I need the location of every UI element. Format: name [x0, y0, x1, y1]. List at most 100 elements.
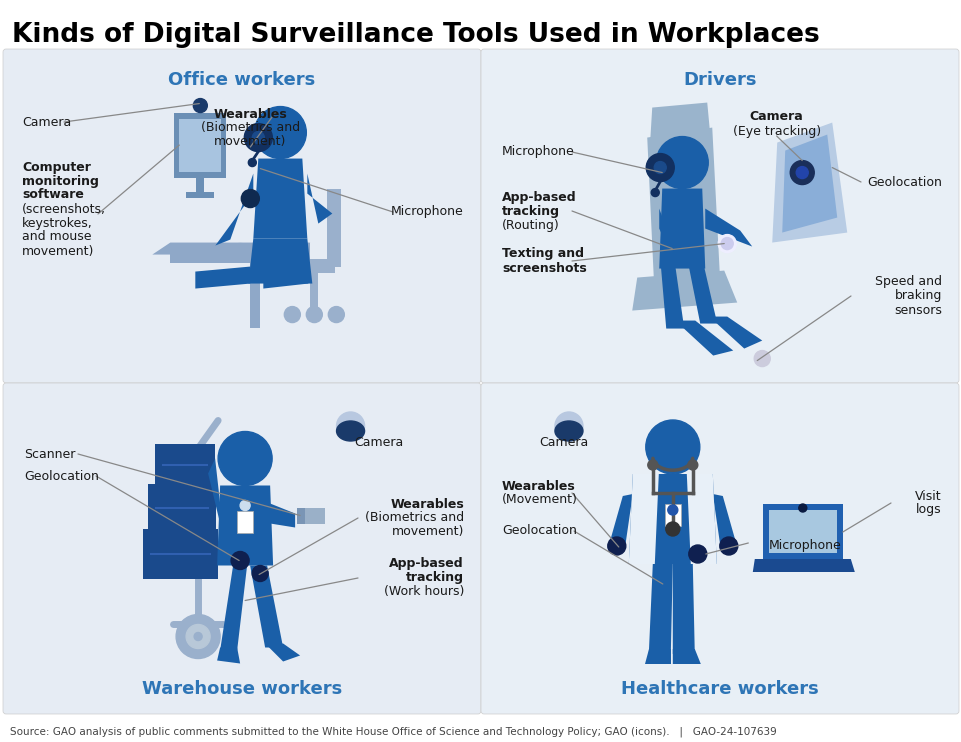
- Bar: [170, 243, 310, 263]
- Circle shape: [252, 565, 268, 582]
- Circle shape: [789, 160, 813, 185]
- Text: keystrokes,: keystrokes,: [22, 217, 92, 229]
- Text: Visit: Visit: [915, 490, 941, 502]
- Bar: [250, 263, 260, 327]
- Polygon shape: [250, 565, 283, 648]
- Text: (Routing): (Routing): [502, 218, 559, 232]
- Circle shape: [651, 188, 658, 197]
- Circle shape: [655, 137, 707, 188]
- FancyBboxPatch shape: [3, 49, 480, 383]
- Bar: [310, 272, 318, 308]
- Polygon shape: [263, 266, 308, 289]
- Polygon shape: [148, 484, 216, 531]
- Text: Camera: Camera: [22, 116, 71, 128]
- Polygon shape: [607, 494, 632, 549]
- Circle shape: [231, 551, 249, 570]
- Circle shape: [653, 162, 666, 174]
- Polygon shape: [628, 474, 716, 564]
- Polygon shape: [708, 317, 761, 349]
- Text: Speed and: Speed and: [875, 275, 941, 289]
- Circle shape: [240, 501, 250, 510]
- Polygon shape: [686, 258, 717, 324]
- Circle shape: [254, 107, 306, 159]
- Circle shape: [665, 522, 679, 536]
- Text: (Movement): (Movement): [502, 493, 578, 507]
- Text: logs: logs: [916, 504, 941, 516]
- FancyBboxPatch shape: [3, 383, 480, 714]
- Polygon shape: [712, 494, 737, 549]
- Bar: [664, 504, 680, 526]
- Circle shape: [687, 460, 697, 470]
- Polygon shape: [675, 321, 732, 355]
- Polygon shape: [648, 564, 672, 654]
- Circle shape: [753, 350, 770, 367]
- Text: and mouse: and mouse: [22, 231, 91, 243]
- Polygon shape: [659, 258, 683, 329]
- Text: Geolocation: Geolocation: [866, 176, 941, 188]
- Bar: [186, 191, 214, 197]
- Polygon shape: [628, 474, 658, 564]
- Circle shape: [667, 505, 678, 515]
- Text: tracking: tracking: [406, 571, 463, 585]
- Polygon shape: [253, 159, 307, 239]
- Polygon shape: [631, 271, 736, 311]
- Polygon shape: [248, 239, 312, 283]
- Text: movement): movement): [391, 525, 463, 539]
- Circle shape: [645, 420, 699, 474]
- Text: tracking: tracking: [502, 205, 559, 217]
- Text: App-based: App-based: [502, 191, 576, 203]
- Bar: [327, 188, 341, 266]
- Polygon shape: [644, 649, 670, 664]
- Circle shape: [328, 306, 344, 323]
- Polygon shape: [704, 209, 752, 246]
- Text: (Biometrics and: (Biometrics and: [364, 511, 463, 525]
- Polygon shape: [650, 102, 709, 140]
- Text: Microphone: Microphone: [768, 539, 841, 553]
- Circle shape: [241, 189, 259, 208]
- Text: monitoring: monitoring: [22, 174, 99, 188]
- Polygon shape: [672, 564, 694, 654]
- Circle shape: [284, 306, 300, 323]
- Polygon shape: [270, 504, 295, 528]
- Ellipse shape: [336, 421, 364, 441]
- Circle shape: [306, 306, 322, 323]
- Text: braking: braking: [894, 289, 941, 303]
- Bar: [196, 177, 204, 194]
- Text: (Work hours): (Work hours): [383, 585, 463, 599]
- FancyBboxPatch shape: [480, 383, 958, 714]
- Circle shape: [718, 234, 735, 252]
- Polygon shape: [195, 266, 250, 289]
- Text: sensors: sensors: [893, 303, 941, 317]
- Text: screenshots: screenshots: [502, 261, 586, 275]
- Bar: [275, 258, 335, 272]
- Polygon shape: [143, 528, 218, 579]
- Circle shape: [719, 537, 737, 555]
- Text: movement): movement): [214, 136, 286, 148]
- Circle shape: [248, 159, 256, 166]
- Circle shape: [252, 131, 264, 143]
- Polygon shape: [658, 209, 667, 246]
- FancyBboxPatch shape: [480, 49, 958, 383]
- Polygon shape: [686, 474, 716, 564]
- Text: Drivers: Drivers: [682, 71, 756, 89]
- Circle shape: [721, 237, 732, 249]
- Text: Kinds of Digital Surveillance Tools Used in Workplaces: Kinds of Digital Surveillance Tools Used…: [12, 22, 819, 48]
- Polygon shape: [265, 643, 300, 662]
- Polygon shape: [217, 485, 273, 565]
- Text: software: software: [22, 188, 84, 202]
- Polygon shape: [215, 174, 253, 246]
- Bar: [236, 510, 253, 533]
- Text: Scanner: Scanner: [24, 447, 75, 461]
- Circle shape: [194, 632, 202, 640]
- Polygon shape: [155, 444, 215, 487]
- Text: Camera: Camera: [749, 111, 802, 123]
- Text: Office workers: Office workers: [168, 71, 315, 89]
- Polygon shape: [628, 474, 716, 564]
- Circle shape: [607, 537, 626, 555]
- Text: Microphone: Microphone: [502, 145, 574, 159]
- Circle shape: [798, 504, 806, 512]
- Text: movement): movement): [22, 245, 94, 257]
- Text: (screenshots,: (screenshots,: [22, 203, 106, 215]
- Circle shape: [244, 124, 272, 151]
- Bar: [762, 504, 842, 559]
